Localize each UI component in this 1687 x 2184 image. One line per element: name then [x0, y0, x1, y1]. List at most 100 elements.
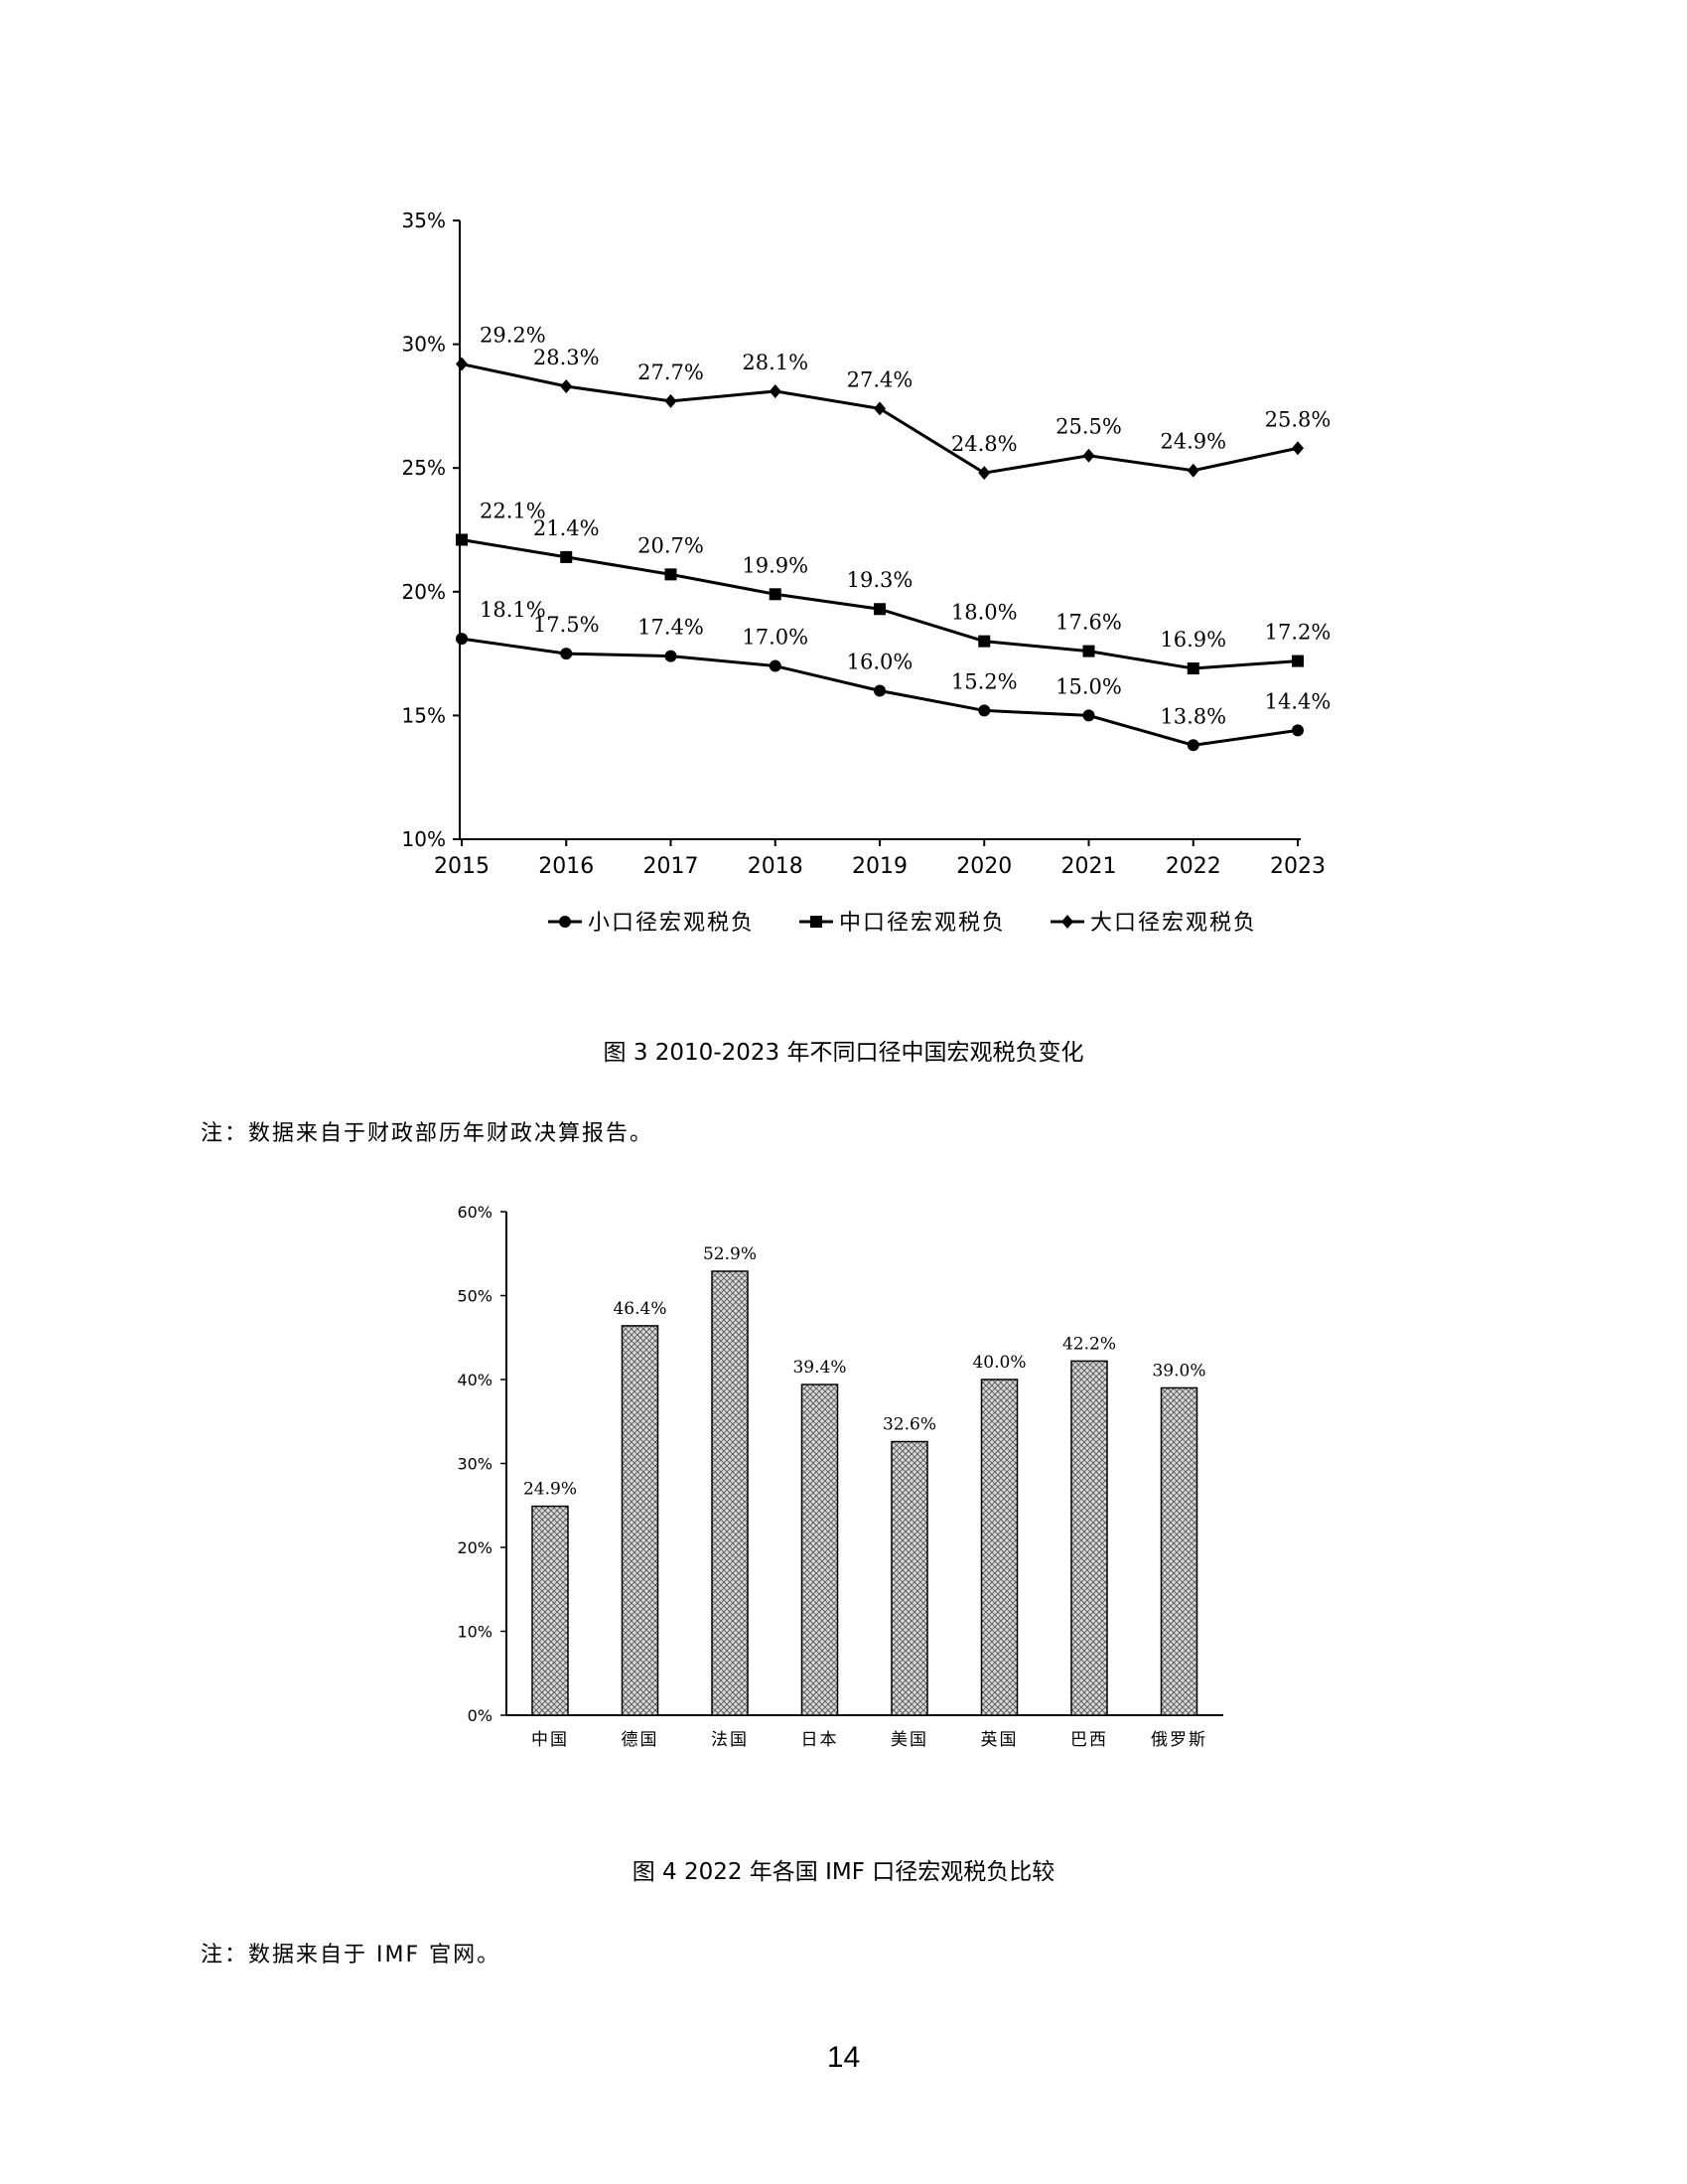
bar	[531, 1505, 569, 1716]
line-point-diamond	[978, 466, 991, 481]
line-data-label: 19.3%	[847, 568, 914, 592]
line-point-circle	[1292, 724, 1304, 737]
line-chart-y-tick-label: 10%	[402, 827, 446, 851]
bar-chart-x-tick-label: 德国	[622, 1730, 659, 1750]
line-data-label: 25.5%	[1055, 415, 1122, 439]
line-data-label: 19.9%	[742, 553, 808, 577]
line-data-label: 25.8%	[1265, 407, 1332, 431]
line-data-label: 17.6%	[1055, 611, 1122, 635]
bar-chart-y-tick-label: 60%	[457, 1203, 492, 1222]
line-chart-x-tick-label: 2022	[1166, 854, 1221, 879]
line-point-circle	[978, 704, 991, 717]
figure-3-note: 注：数据来自于财政部历年财政决算报告。	[201, 1121, 654, 1146]
line-chart-y-tick-label: 35%	[402, 209, 446, 232]
line-data-label: 22.1%	[480, 499, 546, 522]
page-number: 14	[826, 2041, 861, 2074]
legend-label: 中口径宏观税负	[839, 911, 1006, 936]
line-point-square	[664, 568, 677, 581]
line-data-label: 24.9%	[1160, 430, 1226, 454]
line-data-label: 17.5%	[533, 613, 600, 637]
bar-chart-x-tick-label: 日本	[801, 1730, 839, 1750]
line-point-diamond	[769, 383, 781, 398]
figure-3-caption: 图 3 2010-2023 年不同口径中国宏观税负变化	[603, 1040, 1084, 1066]
bar-chart-y-tick-label: 30%	[457, 1455, 492, 1474]
line-data-label: 21.4%	[533, 516, 600, 540]
bar-data-label: 42.2%	[1062, 1334, 1116, 1354]
bar	[621, 1325, 659, 1716]
line-chart-x-tick-label: 2023	[1270, 854, 1326, 879]
bar	[1070, 1360, 1108, 1716]
line-chart-x-tick-label: 2019	[852, 854, 908, 879]
line-point-diamond	[1187, 463, 1199, 478]
bar-chart-x-tick-label: 巴西	[1070, 1730, 1108, 1750]
line-point-diamond	[664, 393, 677, 408]
line-point-circle	[874, 684, 886, 697]
line-data-label: 17.0%	[742, 626, 808, 650]
line-point-circle	[456, 633, 468, 646]
line-point-square	[1292, 655, 1304, 667]
line-point-circle	[1082, 709, 1095, 722]
line-chart-y-tick-label: 15%	[402, 703, 446, 727]
line-point-square	[769, 588, 781, 601]
bar	[891, 1440, 928, 1716]
bar-chart-x-tick-label: 法国	[711, 1730, 749, 1750]
bar-data-label: 39.4%	[792, 1358, 846, 1378]
figure-4-note: 注：数据来自于 IMF 官网。	[201, 1943, 501, 1967]
line-chart-x-tick-label: 2015	[434, 854, 490, 879]
bar	[800, 1383, 839, 1716]
line-chart: 10% 15% 20% 25% 30% 35% 2015 2016 2017 2018 2019 2…	[402, 209, 1332, 936]
bar-chart-x-tick-label: 英国	[981, 1730, 1019, 1750]
line-point-diamond	[456, 357, 468, 371]
legend-marker-square	[810, 916, 822, 928]
line-chart-x-tick-label: 2016	[538, 854, 594, 879]
line-data-label: 14.4%	[1265, 689, 1332, 713]
line-point-diamond	[560, 378, 573, 393]
line-point-circle	[664, 650, 677, 662]
line-data-label: 28.1%	[742, 351, 808, 374]
bar-data-label: 24.9%	[523, 1480, 577, 1500]
bar-chart-y-tick-label: 0%	[468, 1706, 492, 1725]
line-chart-y-tick-label: 30%	[402, 333, 446, 357]
line-chart-x-tick-label: 2017	[643, 854, 699, 879]
line-chart-x-tick-label: 2018	[748, 854, 803, 879]
bar-chart-x-tick-label: 中国	[531, 1730, 569, 1750]
bar-data-label: 40.0%	[972, 1353, 1026, 1373]
line-point-square	[560, 550, 573, 563]
line-data-label: 29.2%	[480, 324, 546, 348]
line-data-label: 17.4%	[637, 616, 704, 640]
line-data-label: 16.0%	[847, 650, 914, 673]
legend-label: 小口径宏观税负	[588, 911, 755, 936]
line-point-square	[874, 603, 886, 616]
line-data-label: 15.2%	[951, 669, 1018, 693]
legend-marker-circle	[559, 916, 571, 928]
line-data-label: 27.7%	[637, 361, 704, 384]
bar-chart-y-tick-label: 50%	[457, 1287, 492, 1306]
line-data-label: 15.0%	[1055, 674, 1122, 698]
line-data-label: 27.4%	[847, 367, 914, 391]
line-data-label: 17.2%	[1265, 621, 1332, 645]
bar-chart-y-tick-label: 20%	[457, 1538, 492, 1557]
legend-label: 大口径宏观税负	[1090, 911, 1257, 936]
line-data-label: 13.8%	[1160, 704, 1226, 728]
line-data-label: 20.7%	[637, 533, 704, 557]
bar-data-label: 52.9%	[703, 1244, 757, 1264]
line-point-diamond	[874, 401, 886, 416]
line-point-circle	[1187, 739, 1199, 752]
line-point-diamond	[1082, 448, 1095, 463]
line-data-label: 18.0%	[951, 601, 1018, 625]
bar-data-label: 32.6%	[883, 1415, 936, 1435]
line-point-diamond	[1292, 441, 1304, 456]
line-point-circle	[560, 648, 573, 660]
legend-marker-diamond	[1061, 915, 1073, 929]
line-chart-x-tick-label: 2021	[1061, 854, 1117, 879]
line-point-square	[978, 635, 991, 648]
line-point-square	[456, 533, 468, 546]
line-chart-x-tick-label: 2020	[956, 854, 1012, 879]
bar-chart-x-tick-label: 俄罗斯	[1151, 1730, 1207, 1750]
figure-4-caption: 图 4 2022 年各国 IMF 口径宏观税负比较	[632, 1859, 1055, 1885]
bar-chart-x-tick-label: 美国	[891, 1730, 928, 1750]
bar-data-label: 46.4%	[613, 1299, 666, 1319]
line-data-label: 18.1%	[480, 598, 546, 622]
line-point-circle	[769, 659, 781, 672]
bar-chart-y-tick-label: 40%	[457, 1371, 492, 1389]
